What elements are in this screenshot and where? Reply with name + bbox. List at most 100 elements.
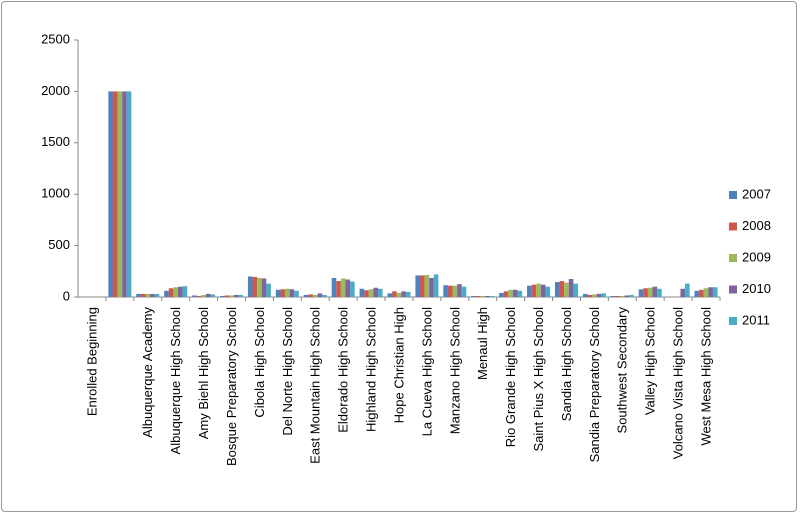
bar <box>373 287 378 297</box>
bar <box>392 291 397 297</box>
bar <box>601 293 606 297</box>
legend-swatch <box>729 191 737 199</box>
bar <box>164 290 169 297</box>
bar <box>703 288 709 297</box>
x-tick-label: Sandia High School <box>559 307 574 421</box>
legend-swatch <box>729 285 737 294</box>
bar <box>429 277 434 297</box>
x-tick-label: Eldorado High School <box>336 307 351 433</box>
bar <box>312 294 318 297</box>
bar <box>117 91 123 298</box>
bar <box>485 295 490 297</box>
x-tick-label: Volcano Vista High School <box>671 307 686 459</box>
x-tick-label: Albuquerque High School <box>168 307 183 455</box>
y-tick-label: 1000 <box>41 186 70 201</box>
x-tick-label: Valley High School <box>643 307 658 415</box>
bar <box>108 91 113 298</box>
x-tick-label: Albuquerque Academy <box>140 307 155 438</box>
y-tick-label: 500 <box>48 237 70 252</box>
bar <box>415 275 421 297</box>
bar <box>629 294 634 297</box>
bar <box>480 295 486 297</box>
bar <box>582 293 588 297</box>
bar <box>336 281 341 297</box>
bar <box>503 291 509 297</box>
bar <box>238 294 244 297</box>
bar <box>364 290 369 297</box>
x-tick-label: La Cueva High School <box>419 307 434 436</box>
bar <box>461 286 467 297</box>
bar <box>229 295 234 297</box>
x-tick-label: Bosque Preparatory School <box>224 307 239 466</box>
bar <box>350 281 355 297</box>
bar <box>340 278 346 297</box>
bar <box>471 295 476 297</box>
bar <box>145 293 151 297</box>
bar <box>401 291 406 297</box>
bar <box>233 294 239 297</box>
y-tick-label: 1500 <box>41 134 70 149</box>
bar <box>647 287 653 297</box>
bar <box>368 289 374 297</box>
bar <box>201 294 206 297</box>
bar <box>573 283 578 297</box>
x-tick-label: Amy Biehl High School <box>196 307 211 439</box>
bar <box>266 283 271 297</box>
bar <box>396 292 402 297</box>
x-tick-label: Highland High School <box>364 307 379 432</box>
x-tick-label: East Mountain High School <box>308 307 323 464</box>
bar <box>112 91 118 298</box>
bar <box>638 289 644 297</box>
bar <box>433 274 439 297</box>
x-tick-label: Cibola High School <box>252 307 267 418</box>
bar <box>154 293 160 297</box>
bar <box>564 282 569 297</box>
legend-label: 2008 <box>742 218 771 233</box>
bar <box>387 293 393 297</box>
bar <box>708 287 713 297</box>
bar <box>122 91 127 298</box>
bar <box>192 295 197 297</box>
x-tick-label: Del Norte High School <box>280 307 295 436</box>
bar <box>252 276 258 297</box>
x-tick-label: Menaul High <box>475 307 490 380</box>
bar <box>531 284 537 297</box>
bar <box>447 285 453 297</box>
bar <box>499 292 504 297</box>
bar <box>224 295 230 297</box>
bar <box>257 277 262 297</box>
bar <box>699 289 704 297</box>
bar <box>568 279 574 297</box>
bar <box>489 295 495 297</box>
legend-swatch <box>729 254 737 262</box>
bar <box>294 290 299 297</box>
bar <box>527 285 532 297</box>
bar <box>624 295 630 297</box>
bar <box>559 281 565 297</box>
bar <box>182 286 188 297</box>
legend-label: 2007 <box>742 186 771 201</box>
bar <box>317 293 323 297</box>
bar <box>536 283 541 297</box>
bar <box>261 278 267 297</box>
bar <box>652 286 658 297</box>
bar <box>220 295 225 297</box>
bar <box>596 293 602 297</box>
bar <box>173 287 178 297</box>
bar <box>512 289 518 297</box>
y-tick-label: 0 <box>63 288 70 303</box>
bar <box>150 293 155 297</box>
bar <box>517 290 523 297</box>
bar <box>247 276 253 297</box>
bar <box>285 288 290 297</box>
x-tick-label: Manzano High School <box>447 307 462 434</box>
bar <box>136 293 141 297</box>
bar <box>685 283 690 297</box>
bar <box>280 289 286 297</box>
bar <box>345 279 351 297</box>
bar <box>168 288 174 297</box>
bar <box>140 293 146 297</box>
legend-swatch <box>729 222 737 231</box>
